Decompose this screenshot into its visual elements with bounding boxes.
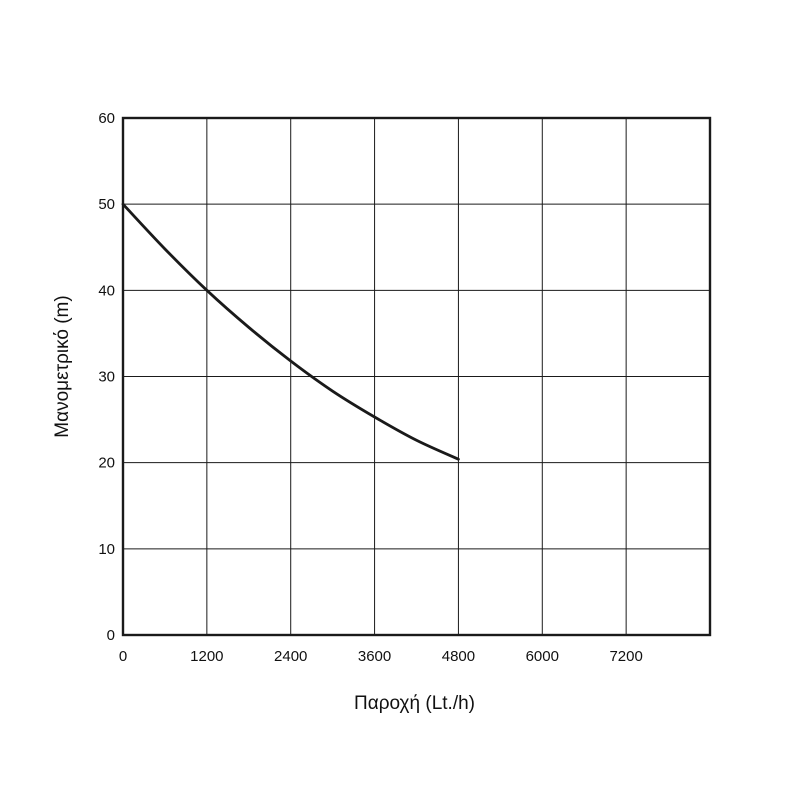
series-layer [121, 202, 460, 461]
x-tick-labels: 0 1200 2400 3600 4800 6000 7200 [119, 648, 643, 665]
plot-frame [121, 116, 712, 637]
pump-curve-line [121, 202, 460, 461]
y-tick-label: 20 [98, 455, 115, 472]
x-tick-label: 6000 [526, 648, 559, 665]
x-tick-label: 3600 [358, 648, 391, 665]
y-tick-label: 40 [98, 282, 115, 299]
y-tick-label: 0 [107, 627, 115, 644]
y-tick-label: 10 [98, 541, 115, 558]
x-tick-label: 0 [119, 648, 127, 665]
x-tick-label: 7200 [609, 648, 642, 665]
y-axis-title: Μανομετρικό (m) [52, 295, 73, 437]
x-axis-title: Παροχή (Lt./h) [354, 693, 475, 714]
x-tick-label: 4800 [442, 648, 475, 665]
y-tick-labels: 0 10 20 30 40 50 60 [98, 110, 115, 644]
y-tick-label: 50 [98, 196, 115, 213]
x-tick-label: 1200 [190, 648, 223, 665]
grid [123, 118, 710, 635]
y-tick-label: 60 [98, 110, 115, 127]
y-tick-label: 30 [98, 369, 115, 386]
x-tick-label: 2400 [274, 648, 307, 665]
